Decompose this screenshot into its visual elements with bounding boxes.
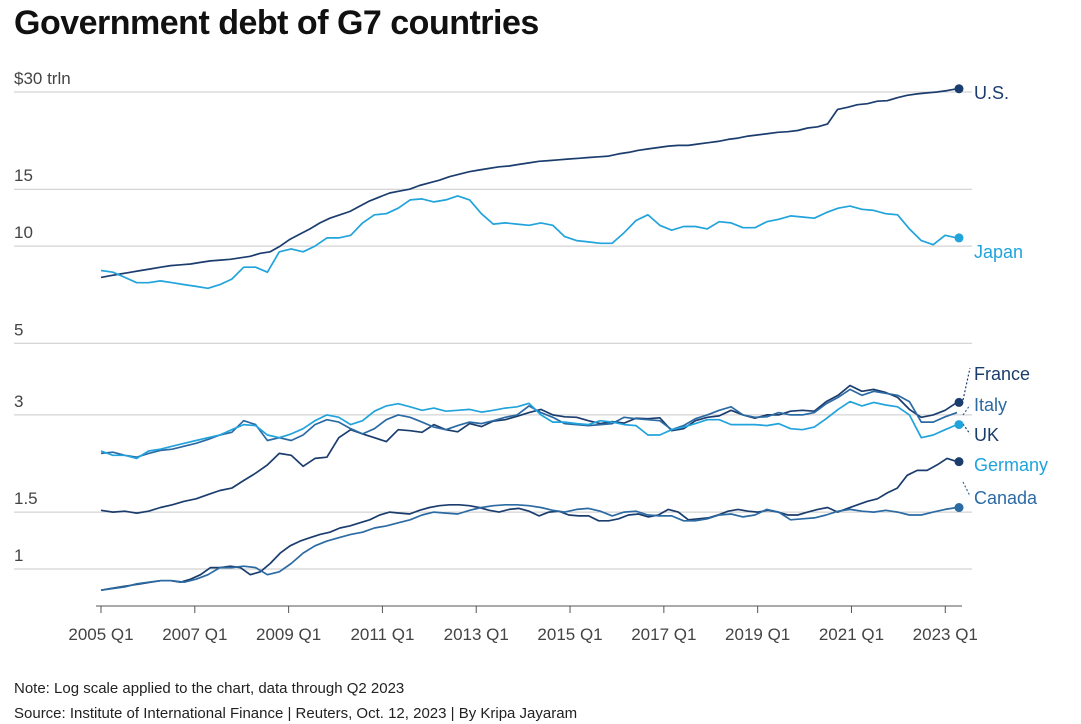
series-label-italy: Italy [974,395,1007,415]
series-end-dot-japan [954,233,964,243]
leader-line-uk [962,423,971,435]
y-tick-label: 1 [14,546,23,565]
y-tick-label: $30 trln [14,69,71,88]
x-tick-label: 2007 Q1 [162,625,227,644]
leader-line-france [962,367,971,401]
gridlines [14,91,972,570]
series-label-canada: Canada [974,488,1038,508]
series-label-japan: Japan [974,242,1023,262]
x-tick-label: 2013 Q1 [444,625,509,644]
y-tick-label: 3 [14,392,23,411]
series-end-dot-france [954,397,964,407]
series-label-germany: Germany [974,455,1048,475]
series-label-uk: UK [974,425,999,445]
x-tick-label: 2017 Q1 [631,625,696,644]
x-tick-label: 2005 Q1 [68,625,133,644]
y-tick-label: 15 [14,166,33,185]
x-tick-label: 2023 Q1 [913,625,978,644]
series-line-japan [100,195,958,290]
y-tick-label: 5 [14,320,23,339]
series-line-us [100,87,958,279]
series-labels: U.S. Japan France Italy UK Germany Canada [974,83,1048,508]
series-line-uk [100,457,958,592]
x-axis: 2005 Q1 2007 Q1 2009 Q1 2011 Q1 2013 Q1 2015 … [68,605,978,644]
series-line-canada [100,503,958,592]
x-tick-label: 2021 Q1 [819,625,884,644]
x-tick-label: 2009 Q1 [256,625,321,644]
x-tick-label: 2019 Q1 [725,625,790,644]
y-axis-labels: $30 trln 15 10 5 3 1.5 1 [14,69,71,565]
y-tick-label: 10 [14,223,33,242]
series-line-france [100,384,958,514]
series-line-germany [100,400,958,460]
leader-line-canada [962,481,971,497]
series-label-us: U.S. [974,83,1009,103]
series-label-france: France [974,364,1030,384]
series-end-dot-canada [954,503,964,513]
chart-source: Source: Institute of International Finan… [14,705,578,722]
series-end-dot-germany [954,420,964,430]
x-tick-label: 2011 Q1 [350,625,414,644]
series-lines [100,84,971,592]
y-tick-label: 1.5 [14,489,38,508]
series-end-dot-uk [954,457,964,467]
series-line-italy [100,388,958,459]
series-end-dot-us [954,84,964,94]
leader-line-italy [962,404,971,416]
chart-note: Note: Log scale applied to the chart, da… [14,680,405,697]
chart-title: Government debt of G7 countries [14,4,539,42]
x-tick-label: 2015 Q1 [537,625,602,644]
